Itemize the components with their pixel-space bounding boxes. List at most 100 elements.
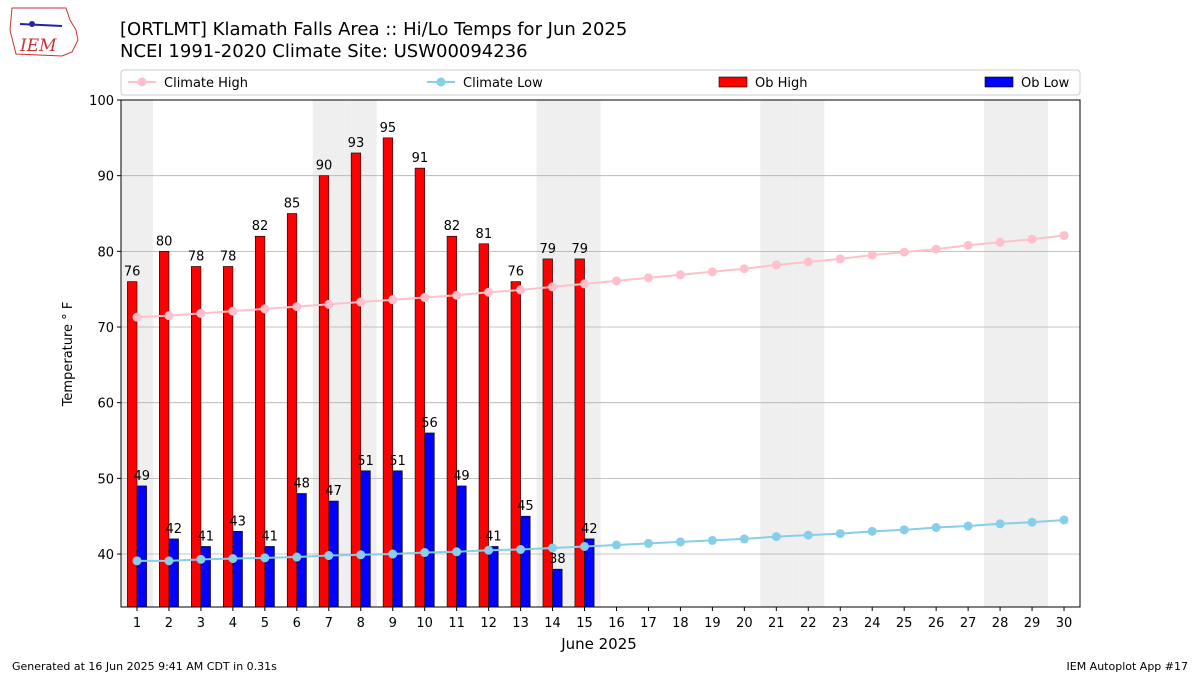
point — [707, 535, 717, 545]
point — [739, 264, 749, 274]
data-label: 93 — [348, 136, 365, 151]
bar — [360, 470, 371, 608]
x-axis-label: June 2025 — [560, 635, 637, 653]
x-tick-label: 26 — [928, 616, 945, 631]
point — [516, 544, 526, 554]
x-tick-label: 14 — [544, 616, 561, 631]
data-label: 82 — [252, 219, 269, 234]
point — [548, 282, 558, 292]
data-label: 79 — [539, 242, 556, 257]
x-tick-label: 2 — [165, 616, 173, 631]
legend-label: Ob Low — [1021, 76, 1070, 91]
point — [420, 548, 430, 558]
x-tick-label: 30 — [1056, 616, 1073, 631]
data-label: 78 — [220, 249, 237, 264]
legend-marker — [436, 77, 446, 87]
x-tick-label: 24 — [864, 616, 881, 631]
x-tick-label: 8 — [357, 616, 365, 631]
data-label: 41 — [197, 529, 214, 544]
bar — [392, 470, 403, 608]
y-tick-label: 100 — [89, 94, 114, 109]
point — [1027, 234, 1037, 244]
x-tick-label: 3 — [197, 616, 205, 631]
bar — [286, 213, 298, 608]
data-label: 82 — [444, 219, 461, 234]
logo-text: IEM — [19, 36, 57, 56]
point — [260, 553, 270, 563]
data-label: 43 — [229, 514, 246, 529]
bar — [350, 152, 362, 608]
data-label: 76 — [508, 265, 525, 280]
x-tick-label: 9 — [389, 616, 397, 631]
point — [356, 550, 366, 560]
point — [356, 297, 366, 307]
logo-outline — [9, 7, 79, 57]
point — [452, 290, 462, 300]
plot-frame — [120, 99, 1081, 608]
point — [899, 525, 909, 535]
point — [771, 532, 781, 542]
data-label: 56 — [421, 416, 438, 431]
point — [963, 240, 973, 250]
y-axis-label: Temperature ° F — [61, 302, 76, 408]
data-label: 45 — [517, 499, 534, 514]
bar — [232, 531, 243, 608]
point — [452, 547, 462, 557]
bar — [168, 538, 179, 608]
point — [164, 311, 174, 321]
legend-swatch — [718, 76, 748, 88]
x-tick-label: 20 — [736, 616, 753, 631]
legend-marker — [137, 77, 147, 87]
bar — [552, 568, 563, 608]
x-tick-label: 21 — [768, 616, 785, 631]
x-tick-label: 23 — [832, 616, 849, 631]
bar — [296, 493, 307, 608]
bar — [488, 546, 499, 608]
data-label: 78 — [188, 249, 205, 264]
point — [260, 304, 270, 314]
point — [388, 549, 398, 559]
bar — [136, 485, 147, 608]
x-tick-label: 6 — [293, 616, 301, 631]
x-tick-label: 12 — [480, 616, 497, 631]
point — [835, 529, 845, 539]
x-tick-label: 5 — [261, 616, 269, 631]
bar — [382, 137, 394, 608]
point — [803, 530, 813, 540]
chart-title: [ORTLMT] Klamath Falls Area :: Hi/Lo Tem… — [120, 19, 627, 40]
bar — [520, 515, 531, 608]
data-label: 38 — [549, 552, 566, 567]
y-tick-label: 40 — [97, 548, 114, 563]
y-tick-label: 80 — [97, 245, 114, 260]
point — [548, 543, 558, 553]
x-tick-label: 1 — [133, 616, 141, 631]
point — [132, 556, 142, 566]
legend-box — [120, 69, 1081, 96]
data-label: 41 — [261, 529, 278, 544]
x-tick-label: 27 — [960, 616, 977, 631]
point — [931, 523, 941, 533]
x-tick-label: 4 — [229, 616, 237, 631]
point — [995, 237, 1005, 247]
point — [1059, 515, 1069, 525]
bar — [574, 258, 585, 608]
point — [611, 540, 621, 550]
data-label: 85 — [284, 197, 301, 212]
point — [611, 276, 621, 286]
bar — [254, 235, 266, 608]
data-label: 47 — [325, 484, 342, 499]
point — [324, 551, 334, 561]
x-tick-label: 28 — [992, 616, 1009, 631]
logo-line — [19, 23, 63, 27]
data-label: 42 — [165, 522, 182, 537]
line — [136, 234, 1065, 319]
x-tick-label: 13 — [512, 616, 529, 631]
point — [324, 299, 334, 309]
bar — [318, 175, 330, 608]
point — [867, 250, 877, 260]
point — [196, 554, 206, 564]
x-tick-label: 18 — [672, 616, 689, 631]
data-label: 79 — [571, 242, 588, 257]
x-tick-label: 7 — [325, 616, 333, 631]
